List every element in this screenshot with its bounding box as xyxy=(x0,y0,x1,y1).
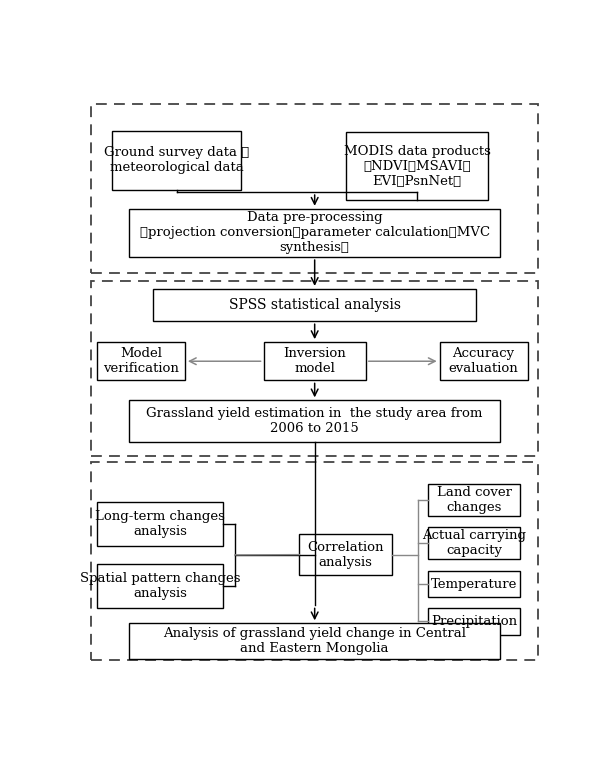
FancyBboxPatch shape xyxy=(97,564,223,608)
FancyBboxPatch shape xyxy=(428,484,521,516)
Text: Long-term changes
analysis: Long-term changes analysis xyxy=(95,510,225,538)
Text: Spatial pattern changes
analysis: Spatial pattern changes analysis xyxy=(80,572,240,600)
Text: Land cover
changes: Land cover changes xyxy=(437,486,511,515)
Text: MODIS data products
（NDVI、MSAVI、
EVI、PsnNet）: MODIS data products （NDVI、MSAVI、 EVI、Psn… xyxy=(344,144,491,187)
FancyBboxPatch shape xyxy=(299,535,392,574)
Text: Actual carrying
capacity: Actual carrying capacity xyxy=(422,529,526,557)
Text: Data pre-processing
（projection conversion、parameter calculation、MVC
synthesis）: Data pre-processing （projection conversi… xyxy=(139,211,490,254)
FancyBboxPatch shape xyxy=(153,289,476,321)
Text: Temperature: Temperature xyxy=(431,578,517,591)
Text: Model
verification: Model verification xyxy=(103,347,179,376)
Text: Analysis of grassland yield change in Central
and Eastern Mongolia: Analysis of grassland yield change in Ce… xyxy=(163,627,466,655)
FancyBboxPatch shape xyxy=(346,132,488,200)
Text: Correlation
analysis: Correlation analysis xyxy=(308,541,384,568)
Text: Precipitation: Precipitation xyxy=(431,615,517,628)
Text: Accuracy
evaluation: Accuracy evaluation xyxy=(449,347,518,376)
FancyBboxPatch shape xyxy=(440,342,527,380)
FancyBboxPatch shape xyxy=(428,571,521,598)
FancyBboxPatch shape xyxy=(428,527,521,559)
FancyBboxPatch shape xyxy=(129,400,500,442)
FancyBboxPatch shape xyxy=(129,623,500,659)
Text: Inversion
model: Inversion model xyxy=(283,347,346,376)
FancyBboxPatch shape xyxy=(97,342,185,380)
Text: SPSS statistical analysis: SPSS statistical analysis xyxy=(228,298,401,312)
Text: Ground survey data 、
meteorological data: Ground survey data 、 meteorological data xyxy=(104,146,249,174)
Text: Grassland yield estimation in  the study area from
2006 to 2015: Grassland yield estimation in the study … xyxy=(147,407,483,435)
FancyBboxPatch shape xyxy=(129,209,500,257)
FancyBboxPatch shape xyxy=(428,608,521,634)
FancyBboxPatch shape xyxy=(112,131,241,190)
FancyBboxPatch shape xyxy=(263,342,366,380)
FancyBboxPatch shape xyxy=(97,502,223,546)
